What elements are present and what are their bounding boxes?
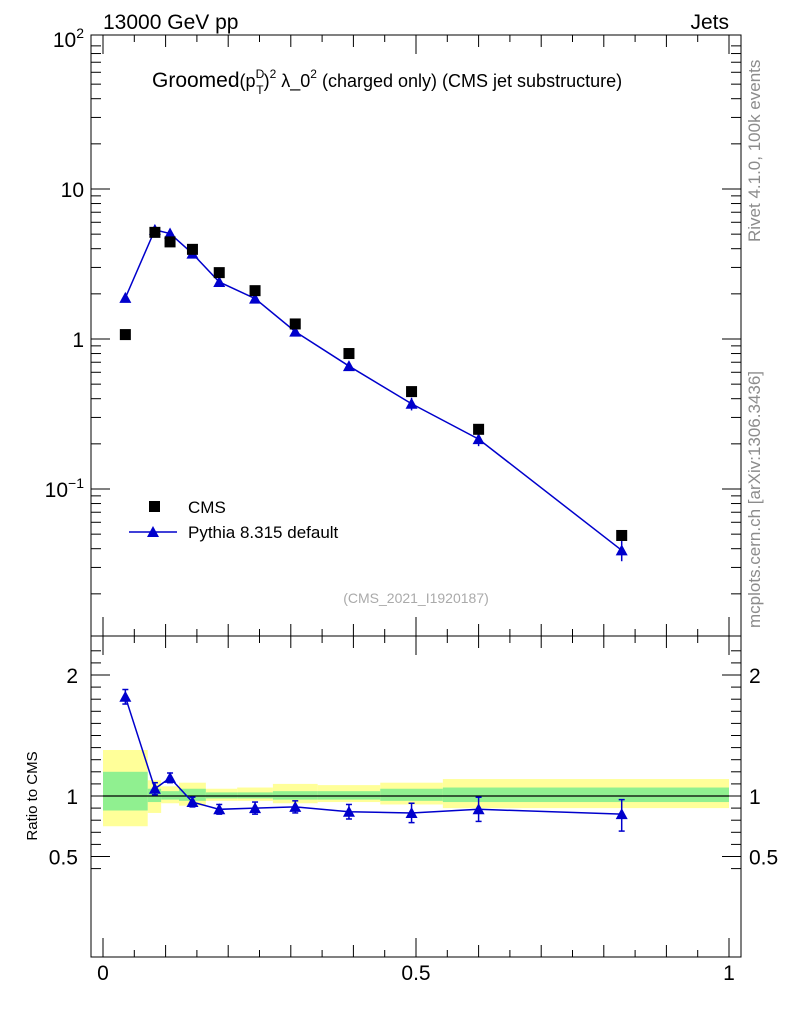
ratio-y-tick-label-left: 2 [66, 665, 78, 688]
ratio-mc-point [615, 808, 628, 820]
x-tick-label: 0.5 [401, 962, 430, 985]
y-tick-label: 10−1 [45, 475, 85, 502]
title-sub-t: T [256, 83, 264, 97]
data-point [213, 267, 225, 279]
mc-point [289, 325, 302, 337]
title-rest: (charged only) (CMS jet substructure) [317, 71, 622, 91]
ratio-mc-point [289, 800, 302, 812]
title-p: (p [240, 71, 256, 91]
uncertainty-band-inner [272, 791, 318, 800]
ratio-mc-point [249, 802, 262, 814]
legend-data-label: CMS [188, 498, 226, 517]
legend-mc-label: Pythia 8.315 default [188, 523, 339, 542]
y-tick-label: 10 [61, 179, 84, 202]
title-sup-2b: 2 [310, 67, 317, 81]
main-title: Groomed(pD T)2 λ_02 (charged only) (CMS j… [152, 67, 622, 97]
ratio-y-tick-label-right: 1 [749, 786, 761, 809]
energy-label: 13000 GeV pp [103, 11, 238, 34]
title-lambda: λ_0 [276, 71, 310, 92]
data-point [289, 318, 301, 330]
ratio-mc-point [186, 796, 199, 808]
source-label: mcplots.cern.ch [arXiv:1306.3436] [745, 371, 764, 628]
legend-data-marker [149, 501, 160, 512]
ratio-plot-area: 2 2 1 1 0.5 0.5 0 0.5 1 [49, 635, 778, 985]
uncertainty-band-inner [317, 791, 381, 800]
x-tick-label: 0 [97, 962, 109, 985]
uncertainty-band-inner [205, 792, 238, 799]
mc-point [615, 544, 628, 556]
mc-point [213, 275, 226, 287]
data-point [186, 243, 198, 255]
data-point [249, 285, 261, 297]
y-tick-label: 1 [72, 329, 84, 352]
main-plot-area: 102 10 1 10−1 [45, 25, 742, 637]
mc-point [405, 397, 418, 409]
ratio-y-tick-label-left: 1 [66, 786, 78, 809]
ratio-mc-point [213, 803, 226, 815]
data-point [616, 529, 628, 541]
data-point [119, 329, 131, 341]
title-sup-2: 2 [270, 67, 277, 81]
mc-point [249, 292, 262, 304]
data-point [343, 348, 355, 360]
data-point [473, 423, 485, 435]
uncertainty-band-inner [237, 792, 273, 799]
ratio-mc-point [405, 806, 418, 818]
mc-point [472, 433, 485, 445]
title-close: ) [264, 71, 270, 91]
uncertainty-band-inner [380, 788, 443, 801]
y-tick-label: 102 [53, 25, 84, 52]
uncertainty-band-inner [103, 771, 148, 811]
category-label: Jets [690, 11, 729, 34]
ratio-ylabel: Ratio to CMS [24, 751, 41, 840]
ratio-y-tick-label-left: 0.5 [49, 847, 78, 870]
title-groomed: Groomed [152, 69, 240, 92]
ratio-y-tick-label-right: 0.5 [749, 847, 778, 870]
uncertainty-band-inner [161, 791, 179, 800]
ratio-mc-point [472, 803, 485, 815]
ratio-y-tick-label-right: 2 [749, 665, 761, 688]
mc-point [342, 360, 355, 372]
data-point [406, 386, 418, 398]
data-point [164, 236, 176, 248]
ratio-mc-point [342, 805, 355, 817]
uncertainty-band-inner [178, 788, 206, 801]
main-frame [90, 34, 742, 637]
watermark: (CMS_2021_I1920187) [343, 590, 489, 606]
ratio-mc-point [148, 782, 161, 794]
uncertainty-band-inner [442, 787, 729, 803]
ratio-mc-point [164, 771, 177, 783]
data-point [149, 226, 161, 238]
legend-mc-marker [147, 526, 159, 537]
ratio-mc-point [119, 690, 132, 702]
x-tick-label: 1 [723, 962, 735, 985]
version-label: Rivet 4.1.0, 100k events [745, 60, 764, 242]
legend: CMS Pythia 8.315 default [129, 498, 339, 542]
mc-point [119, 291, 132, 303]
title-sup-d: D [256, 67, 265, 81]
mc-point [164, 227, 177, 239]
